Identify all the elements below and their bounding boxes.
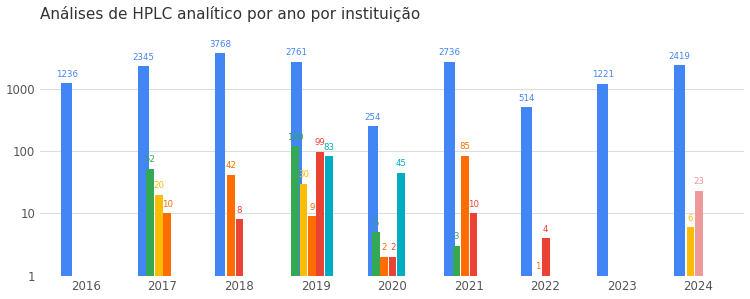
- Text: 5: 5: [373, 219, 379, 228]
- Text: 30: 30: [298, 170, 309, 179]
- Text: 1: 1: [535, 262, 540, 271]
- Text: 8: 8: [237, 206, 242, 215]
- Bar: [138, 66, 148, 299]
- Bar: [695, 191, 703, 299]
- Text: 2: 2: [390, 243, 395, 252]
- Bar: [533, 276, 542, 299]
- Bar: [325, 156, 332, 299]
- Bar: [214, 53, 225, 299]
- Text: 83: 83: [323, 143, 334, 152]
- Bar: [687, 227, 694, 299]
- Text: 2345: 2345: [133, 53, 154, 62]
- Text: 120: 120: [286, 133, 303, 142]
- Bar: [674, 65, 685, 299]
- Text: 2: 2: [382, 243, 387, 252]
- Text: 2419: 2419: [668, 52, 690, 61]
- Text: 23: 23: [694, 177, 704, 187]
- Text: 6: 6: [688, 214, 693, 223]
- Text: 1221: 1221: [592, 70, 613, 79]
- Text: 3: 3: [454, 232, 459, 242]
- Bar: [146, 169, 154, 299]
- Bar: [236, 219, 243, 299]
- Text: 42: 42: [226, 161, 236, 170]
- Text: 2736: 2736: [439, 48, 460, 57]
- Bar: [316, 152, 324, 299]
- Bar: [227, 175, 235, 299]
- Bar: [155, 195, 163, 299]
- Bar: [62, 83, 72, 299]
- Text: 45: 45: [395, 159, 406, 168]
- Bar: [372, 232, 380, 299]
- Text: 3768: 3768: [209, 40, 231, 49]
- Bar: [164, 213, 171, 299]
- Bar: [453, 246, 460, 299]
- Bar: [598, 84, 608, 299]
- Text: 9: 9: [309, 203, 314, 212]
- Text: 85: 85: [460, 142, 470, 151]
- Text: 4: 4: [543, 225, 548, 234]
- Bar: [444, 62, 455, 299]
- Text: 10: 10: [162, 200, 172, 209]
- Bar: [299, 184, 307, 299]
- Bar: [368, 126, 379, 299]
- Text: 1236: 1236: [56, 70, 78, 79]
- Text: 254: 254: [364, 113, 381, 122]
- Text: 10: 10: [468, 200, 479, 209]
- Bar: [291, 146, 298, 299]
- Bar: [380, 257, 388, 299]
- Text: 99: 99: [315, 138, 326, 147]
- Text: 20: 20: [153, 181, 164, 190]
- Bar: [308, 216, 316, 299]
- Bar: [542, 238, 550, 299]
- Bar: [398, 173, 405, 299]
- Text: 52: 52: [145, 155, 156, 164]
- Bar: [291, 62, 302, 299]
- Bar: [520, 107, 532, 299]
- Bar: [470, 213, 477, 299]
- Bar: [461, 155, 469, 299]
- Text: Análises de HPLC analítico por ano por instituição: Análises de HPLC analítico por ano por i…: [40, 6, 420, 22]
- Text: 514: 514: [518, 94, 535, 103]
- Bar: [388, 257, 397, 299]
- Text: 2761: 2761: [286, 48, 308, 57]
